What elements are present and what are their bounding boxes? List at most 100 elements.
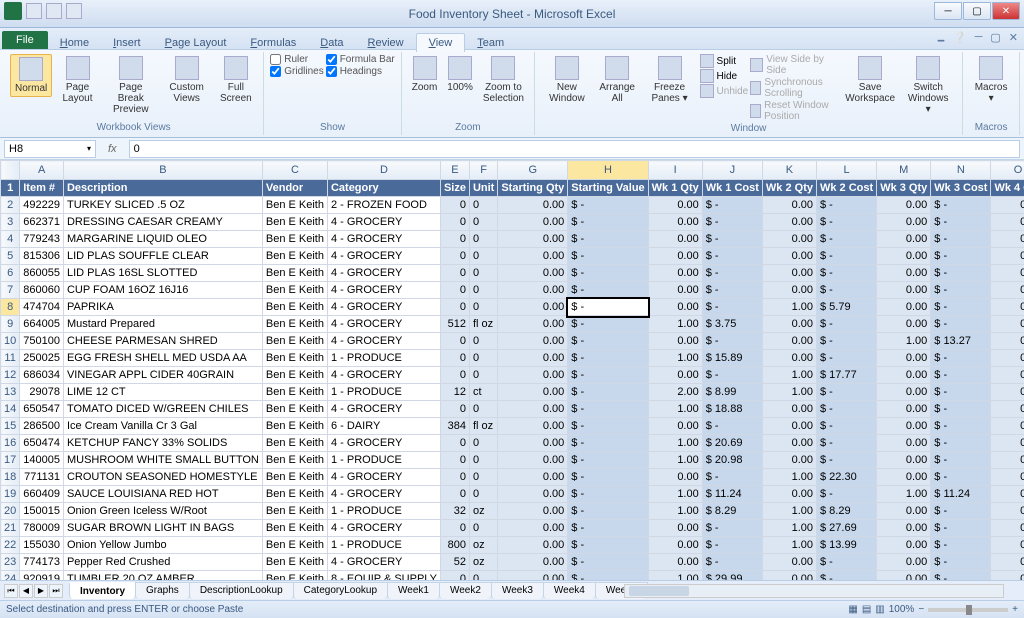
cell[interactable]: MARGARINE LIQUID OLEO: [63, 231, 262, 248]
cell[interactable]: 0.00: [991, 384, 1024, 401]
cell[interactable]: 0.00: [498, 231, 568, 248]
cell[interactable]: 140005: [20, 452, 64, 469]
cell[interactable]: 0.00: [648, 265, 702, 282]
cell[interactable]: 0: [440, 435, 469, 452]
cell[interactable]: 4 - GROCERY: [327, 299, 440, 316]
cell[interactable]: Ben E Keith: [262, 299, 327, 316]
cell[interactable]: 1.00: [762, 384, 816, 401]
cell[interactable]: 0: [469, 571, 497, 581]
cell[interactable]: 0: [469, 452, 497, 469]
first-sheet-button[interactable]: ⏮: [4, 584, 18, 598]
cell[interactable]: 0: [440, 231, 469, 248]
cell[interactable]: 4 - GROCERY: [327, 316, 440, 333]
cell[interactable]: $ -: [931, 554, 991, 571]
row-header-15[interactable]: 15: [1, 418, 20, 435]
cell[interactable]: Ben E Keith: [262, 469, 327, 486]
cell[interactable]: 1.00: [762, 469, 816, 486]
cell[interactable]: $ -: [702, 333, 762, 350]
cell[interactable]: 0.00: [498, 265, 568, 282]
cell[interactable]: 0.00: [498, 503, 568, 520]
cell[interactable]: $ -: [568, 248, 648, 265]
table-row[interactable]: 2492229TURKEY SLICED .5 OZBen E Keith2 -…: [1, 197, 1024, 214]
cell[interactable]: $ -: [817, 333, 877, 350]
row-header-3[interactable]: 3: [1, 214, 20, 231]
col-header-J[interactable]: J: [702, 161, 762, 180]
cell[interactable]: 0.00: [991, 316, 1024, 333]
cell[interactable]: $ -: [568, 299, 648, 316]
row-header-22[interactable]: 22: [1, 537, 20, 554]
cell[interactable]: 686034: [20, 367, 64, 384]
row-header-21[interactable]: 21: [1, 520, 20, 537]
horizontal-scrollbar[interactable]: [624, 584, 1004, 598]
column-title-13[interactable]: Wk 3 Cost: [931, 180, 991, 197]
cell[interactable]: 0.00: [648, 299, 702, 316]
cell[interactable]: 0.00: [877, 503, 931, 520]
cell[interactable]: $ 5.79: [817, 299, 877, 316]
cell[interactable]: 1.00: [877, 333, 931, 350]
cell[interactable]: $ -: [817, 248, 877, 265]
sheet-tab-graphs[interactable]: Graphs: [135, 582, 190, 599]
col-header-D[interactable]: D: [327, 161, 440, 180]
cell[interactable]: $ -: [817, 231, 877, 248]
doc-min-icon[interactable]: ─: [975, 31, 983, 50]
row-header-24[interactable]: 24: [1, 571, 20, 581]
table-row[interactable]: 15286500Ice Cream Vanilla Cr 3 GalBen E …: [1, 418, 1024, 435]
cell[interactable]: $ -: [931, 520, 991, 537]
column-title-5[interactable]: Unit: [469, 180, 497, 197]
cell[interactable]: 0.00: [991, 520, 1024, 537]
cell[interactable]: $ -: [568, 350, 648, 367]
cell[interactable]: $ -: [702, 214, 762, 231]
cell[interactable]: $ -: [817, 435, 877, 452]
cell[interactable]: $ -: [568, 537, 648, 554]
cell[interactable]: $ -: [568, 469, 648, 486]
table-row[interactable]: 21780009SUGAR BROWN LIGHT IN BAGSBen E K…: [1, 520, 1024, 537]
cell[interactable]: MUSHROOM WHITE SMALL BUTTON: [63, 452, 262, 469]
cell[interactable]: Ben E Keith: [262, 350, 327, 367]
cell[interactable]: 0.00: [648, 333, 702, 350]
save-icon[interactable]: [26, 3, 42, 19]
cell[interactable]: 0.00: [498, 333, 568, 350]
cell[interactable]: 860055: [20, 265, 64, 282]
column-title-11[interactable]: Wk 2 Cost: [817, 180, 877, 197]
cell[interactable]: 0: [440, 401, 469, 418]
ribbon-tab-page-layout[interactable]: Page Layout: [153, 34, 239, 52]
row-header-18[interactable]: 18: [1, 469, 20, 486]
sheet-tab-week4[interactable]: Week4: [543, 582, 596, 599]
cell[interactable]: $ -: [568, 554, 648, 571]
cell[interactable]: 0.00: [648, 248, 702, 265]
cell[interactable]: 4 - GROCERY: [327, 282, 440, 299]
table-row[interactable]: 23774173Pepper Red CrushedBen E Keith4 -…: [1, 554, 1024, 571]
cell[interactable]: 0.00: [762, 316, 816, 333]
cell[interactable]: Ben E Keith: [262, 401, 327, 418]
cell[interactable]: 0: [469, 469, 497, 486]
sheet-tab-descriptionlookup[interactable]: DescriptionLookup: [189, 582, 294, 599]
cell[interactable]: 4 - GROCERY: [327, 469, 440, 486]
cell[interactable]: 8 - EQUIP & SUPPLY: [327, 571, 440, 581]
cell[interactable]: 0.00: [498, 571, 568, 581]
cell[interactable]: $ -: [931, 503, 991, 520]
ribbon-tab-formulas[interactable]: Formulas: [238, 34, 308, 52]
column-title-8[interactable]: Wk 1 Qty: [648, 180, 702, 197]
cell[interactable]: 2 - FROZEN FOOD: [327, 197, 440, 214]
file-tab[interactable]: File: [2, 31, 48, 49]
ribbon-tab-team[interactable]: Team: [465, 34, 516, 52]
cell[interactable]: 0.00: [498, 486, 568, 503]
column-title-4[interactable]: Size: [440, 180, 469, 197]
cell[interactable]: $ -: [568, 333, 648, 350]
cell[interactable]: 0.00: [877, 231, 931, 248]
cell[interactable]: 0.00: [498, 537, 568, 554]
cell[interactable]: $ -: [931, 469, 991, 486]
cell[interactable]: 0.00: [648, 469, 702, 486]
cell[interactable]: 0.00: [762, 486, 816, 503]
zoom-level[interactable]: 100%: [889, 604, 915, 615]
cell[interactable]: 0.00: [648, 231, 702, 248]
cell[interactable]: 0: [469, 333, 497, 350]
cell[interactable]: $ -: [931, 248, 991, 265]
cell[interactable]: 0.00: [498, 367, 568, 384]
row-header-2[interactable]: 2: [1, 197, 20, 214]
cell[interactable]: 0: [469, 486, 497, 503]
view-normal-icon[interactable]: ▦: [848, 604, 857, 615]
arrange-all-button[interactable]: Arrange All: [595, 54, 640, 106]
row-header-6[interactable]: 6: [1, 265, 20, 282]
table-row[interactable]: 6860055LID PLAS 16SL SLOTTEDBen E Keith4…: [1, 265, 1024, 282]
